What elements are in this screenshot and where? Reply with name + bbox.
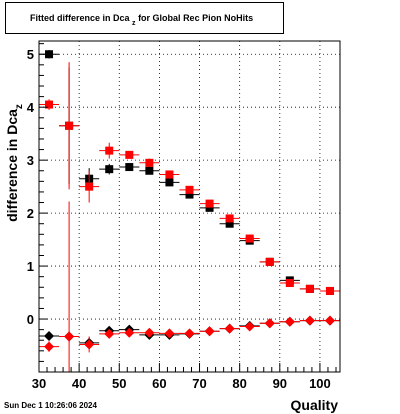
series-1: [39, 50, 340, 295]
data-point: [204, 326, 215, 337]
x-tick-label: 30: [32, 376, 46, 391]
data-point: [104, 328, 115, 339]
data-point: [244, 321, 255, 332]
data-series: [39, 50, 340, 372]
data-point: [304, 315, 315, 326]
x-tick-label: 100: [309, 376, 331, 391]
data-point: [44, 330, 55, 341]
y-tick-label: 3: [27, 153, 34, 168]
data-point: [105, 146, 114, 155]
chart-title-rest: for Global Rec Pion NoHits: [138, 13, 254, 23]
data-point: [65, 121, 74, 130]
chart-title: Fitted difference in Dca z for Global Re…: [30, 13, 254, 27]
data-point: [45, 50, 54, 59]
data-point: [165, 170, 174, 179]
y-tick-label: 1: [27, 259, 34, 274]
data-point: [44, 341, 55, 352]
data-point: [225, 219, 234, 228]
data-point: [145, 158, 154, 167]
data-point: [145, 166, 154, 175]
data-point: [144, 327, 155, 338]
data-point: [125, 150, 134, 159]
data-point: [84, 339, 95, 350]
axes: 30 40 50 60 70 80 90 100 0 1 2 3 4 5: [27, 43, 337, 391]
chart-title-main: Fitted difference in Dca: [30, 13, 130, 23]
data-point: [185, 185, 194, 194]
data-point: [164, 328, 175, 339]
grid: [39, 41, 340, 372]
x-tick-label: 60: [152, 376, 166, 391]
data-point: [184, 328, 195, 339]
data-point: [284, 316, 295, 327]
plot-frame: [38, 40, 341, 373]
data-point: [165, 178, 174, 187]
data-point: [64, 331, 75, 342]
y-tick-label: 5: [27, 47, 34, 62]
data-point: [325, 286, 334, 295]
data-point: [205, 203, 214, 212]
y-tick-label: 4: [27, 100, 35, 115]
x-tick-label: 40: [72, 376, 86, 391]
x-tick-label: 70: [192, 376, 206, 391]
data-point: [185, 190, 194, 199]
y-axis-label-subscript: z: [14, 104, 25, 109]
title-box: Fitted difference in Dca z for Global Re…: [5, 2, 284, 34]
series-4: [39, 201, 340, 372]
data-point: [124, 327, 135, 338]
y-tick-label: 0: [27, 312, 34, 327]
x-tick-label: 90: [273, 376, 287, 391]
y-axis-label: difference in Dcaz: [4, 104, 25, 222]
data-point: [305, 284, 314, 293]
data-point: [264, 318, 275, 329]
data-point: [45, 100, 54, 109]
x-tick-label: 50: [112, 376, 126, 391]
data-point: [265, 257, 274, 266]
data-point: [324, 315, 335, 326]
data-point: [285, 279, 294, 288]
data-point: [225, 214, 234, 223]
data-point: [224, 323, 235, 334]
y-tick-label: 2: [27, 206, 34, 221]
data-point: [105, 165, 114, 174]
series-2: [39, 62, 340, 295]
data-point: [125, 163, 134, 172]
x-axis-label: Quality: [291, 397, 339, 413]
data-point: [245, 234, 254, 243]
timestamp: Sun Dec 1 10:26:06 2024: [4, 401, 97, 410]
x-tick-label: 80: [232, 376, 246, 391]
data-point: [205, 199, 214, 208]
y-axis-label-main: difference in Dca: [4, 109, 20, 222]
data-point: [85, 182, 94, 191]
chart-title-subscript: z: [132, 20, 136, 27]
